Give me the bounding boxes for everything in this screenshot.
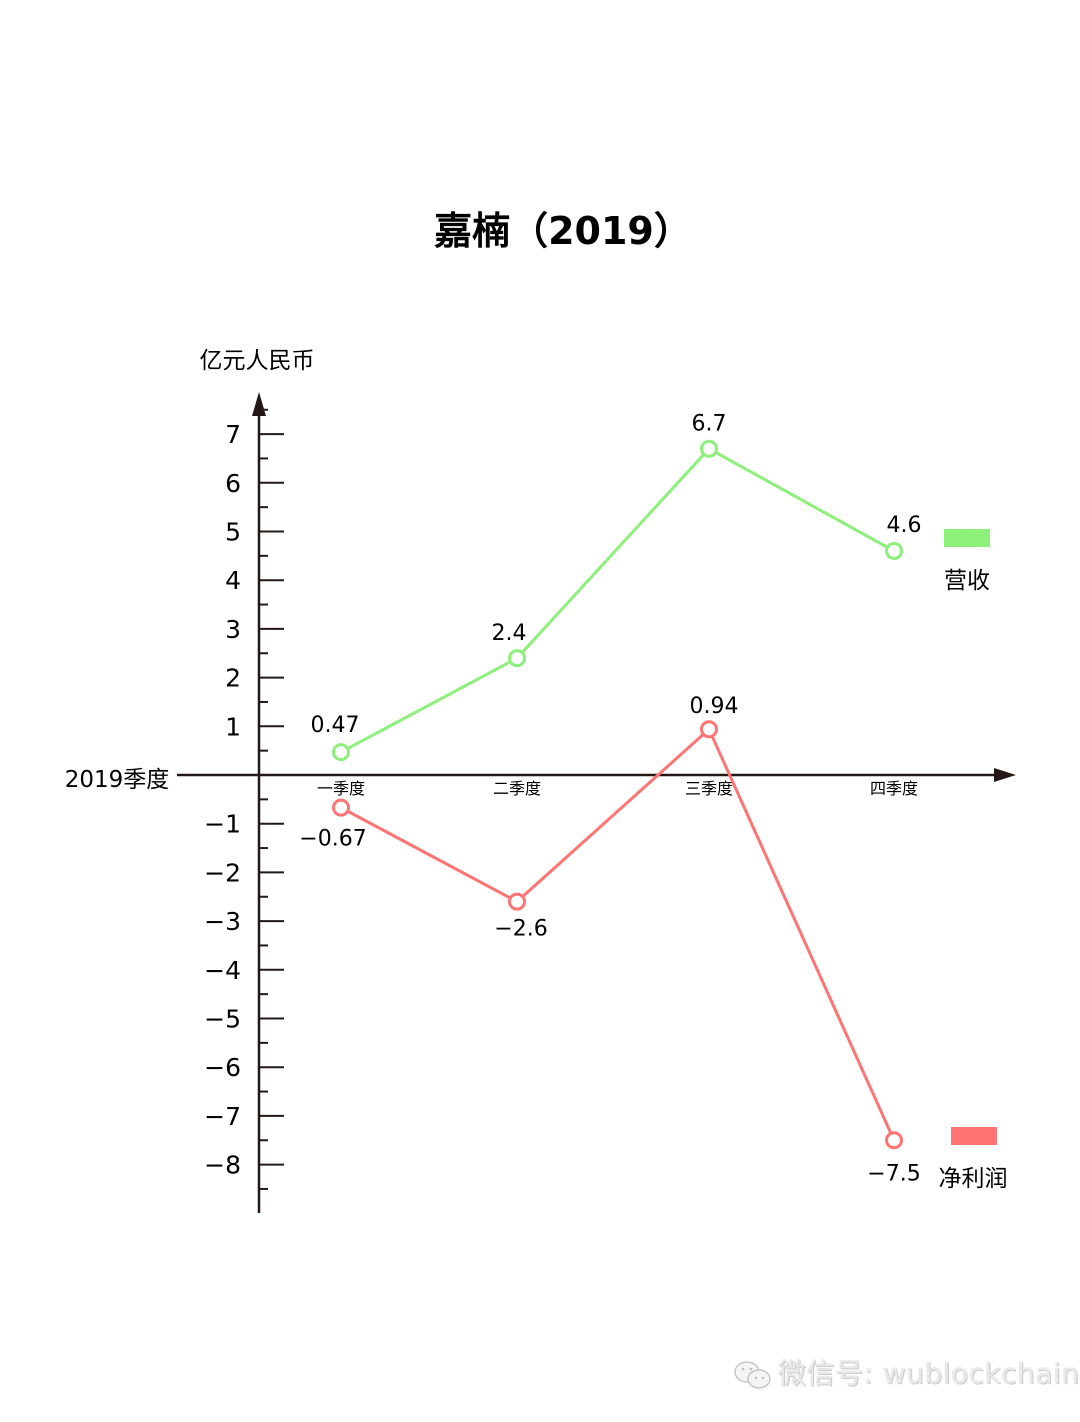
axes: 7 6 5 4 3 2 1 −1 −2 −3 −4 −5 −6 −7 −8 <box>177 392 1016 1213</box>
wechat-icon <box>734 1361 771 1389</box>
data-point-marker <box>885 1131 903 1150</box>
data-point-marker <box>332 743 350 762</box>
series-layer: 0.47 2.4 6.7 4.6 −0.67 −2.6 0.94 −7.5 <box>299 412 921 1187</box>
y-ticks: 7 6 5 4 3 2 1 −1 −2 −3 −4 −5 −6 −7 −8 <box>204 408 284 1190</box>
series-line <box>340 446 895 754</box>
x-category-label: 一季度 <box>317 779 365 798</box>
x-axis-arrow-icon <box>994 768 1016 782</box>
watermark-text: 微信号: wublockchain <box>778 1357 1080 1390</box>
y-tick-label: 1 <box>225 712 241 741</box>
x-category-label: 二季度 <box>493 779 541 798</box>
data-value-label: 2.4 <box>492 621 527 646</box>
watermark: 微信号: wublockchain <box>732 1352 1080 1392</box>
data-value-label: −0.67 <box>299 827 366 852</box>
y-tick-label: −6 <box>204 1053 241 1082</box>
y-tick-label: −1 <box>204 810 241 839</box>
y-tick-label: −3 <box>204 907 241 936</box>
series-revenue: 0.47 2.4 6.7 4.6 <box>311 412 922 762</box>
data-point-marker <box>700 720 718 739</box>
y-tick-label: 7 <box>225 420 241 449</box>
data-point-marker <box>700 439 718 458</box>
x-category-label: 四季度 <box>870 779 918 798</box>
data-point-marker <box>885 541 903 560</box>
y-axis-label: 亿元人民币 <box>200 348 315 374</box>
data-value-label: 0.47 <box>311 713 360 738</box>
x-category-label: 三季度 <box>685 779 733 798</box>
chart-title: 嘉楠（2019） <box>434 209 692 253</box>
y-axis-arrow-icon <box>252 392 266 416</box>
legend: 营收 净利润 <box>939 529 1008 1192</box>
y-tick-label: −2 <box>204 858 241 887</box>
data-point-marker <box>508 892 526 911</box>
y-tick-label: 6 <box>225 469 241 498</box>
data-value-label: 6.7 <box>692 412 727 437</box>
category-labels: 一季度 二季度 三季度 四季度 <box>317 779 918 798</box>
data-value-label: −7.5 <box>867 1161 920 1186</box>
legend-swatch-revenue <box>944 529 990 547</box>
y-tick-label: 3 <box>225 615 241 644</box>
legend-label-revenue: 营收 <box>944 568 990 594</box>
y-tick-label: 4 <box>225 566 241 595</box>
data-point-marker <box>332 798 350 817</box>
y-tick-label: 2 <box>225 664 241 693</box>
data-point-marker <box>508 649 526 668</box>
series-net-profit: −0.67 −2.6 0.94 −7.5 <box>299 694 920 1186</box>
y-tick-label: −4 <box>204 956 241 985</box>
data-value-label: 4.6 <box>887 513 922 538</box>
y-tick-label: 5 <box>225 518 241 547</box>
y-tick-label: −5 <box>204 1005 241 1034</box>
series-line <box>340 726 896 1141</box>
data-value-label: −2.6 <box>494 917 547 942</box>
y-tick-label: −8 <box>204 1151 241 1180</box>
y-tick-label: −7 <box>204 1102 241 1131</box>
legend-swatch-net-profit <box>951 1127 997 1145</box>
data-value-label: 0.94 <box>690 694 739 719</box>
x-axis-label: 2019季度 <box>65 767 170 793</box>
legend-label-net-profit: 净利润 <box>939 1166 1008 1192</box>
